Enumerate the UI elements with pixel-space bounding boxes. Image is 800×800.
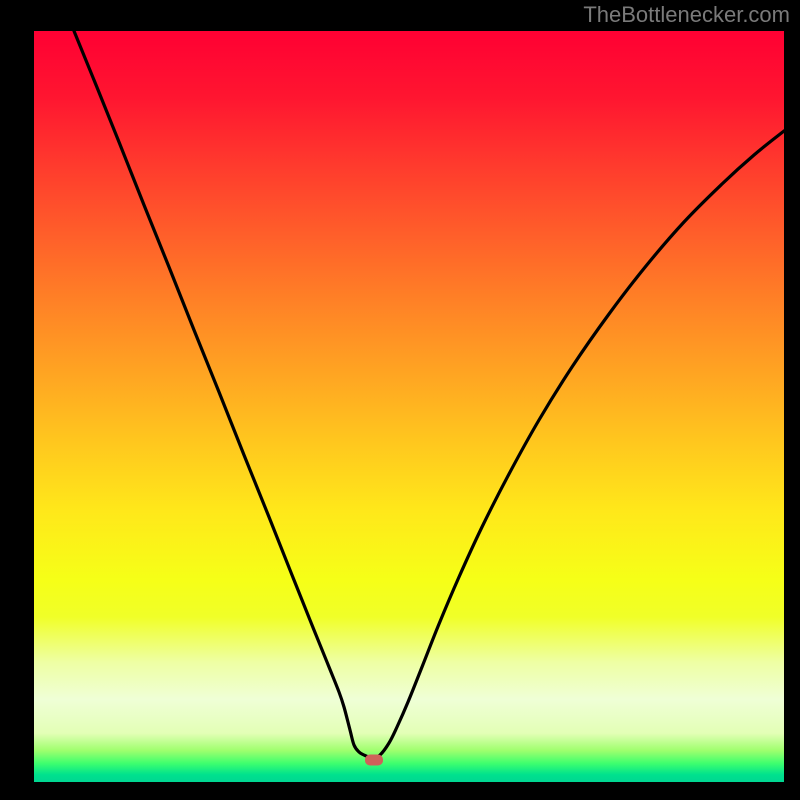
bottleneck-curve xyxy=(34,31,784,782)
optimal-point-marker xyxy=(365,755,383,766)
curve-path xyxy=(74,31,784,757)
plot-area xyxy=(34,31,784,782)
watermark-text: TheBottlenecker.com xyxy=(583,2,790,28)
